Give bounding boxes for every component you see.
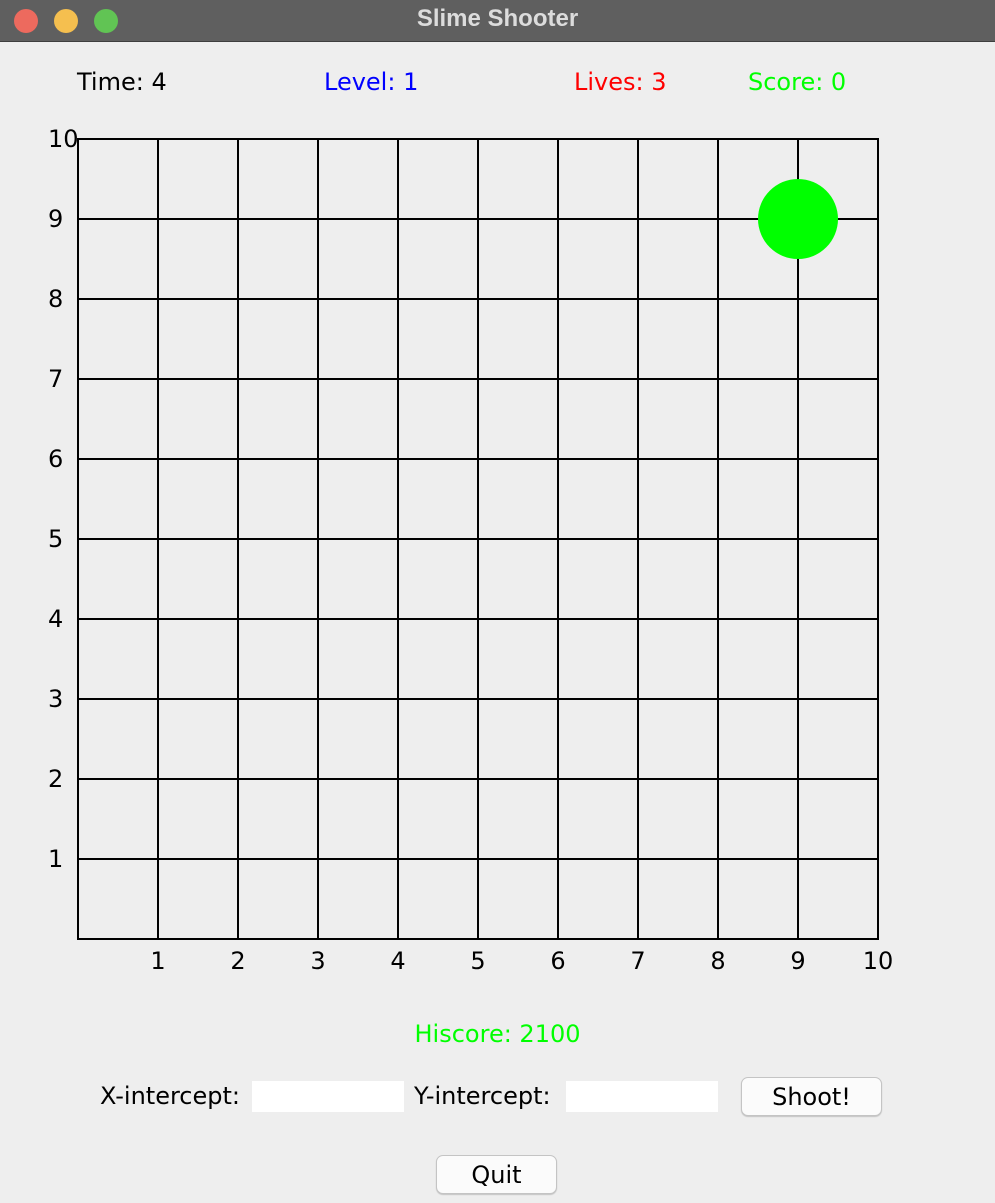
game-board[interactable]: 1 2 3 4 5 6 7 8 9 10 1 2 3 4 5 6 7 8 9 10 [0, 0, 995, 1000]
close-window-button[interactable] [14, 9, 38, 33]
lives-display: Lives: 3 [574, 68, 667, 96]
y-tick-label: 1 [48, 845, 63, 873]
x-tick-label: 7 [630, 947, 645, 975]
x-tick-label: 4 [390, 947, 405, 975]
y-tick-label: 2 [48, 765, 63, 793]
x-tick-label: 5 [470, 947, 485, 975]
zoom-window-button[interactable] [94, 9, 118, 33]
window-title: Slime Shooter [416, 5, 579, 32]
y-tick-label: 7 [48, 365, 63, 393]
x-tick-label: 1 [150, 947, 165, 975]
y-tick-label: 4 [48, 605, 63, 633]
y-intercept-label: Y-intercept: [414, 1082, 551, 1110]
x-intercept-label: X-intercept: [100, 1082, 240, 1110]
x-tick-label: 3 [310, 947, 325, 975]
hiscore-display: Hiscore: 2100 [414, 1020, 581, 1048]
y-tick-label: 9 [48, 205, 63, 233]
minimize-window-button[interactable] [54, 9, 78, 33]
board-border [77, 138, 879, 940]
level-display: Level: 1 [324, 68, 419, 96]
x-tick-label: 6 [550, 947, 565, 975]
time-display: Time: 4 [77, 68, 167, 96]
y-tick-label: 3 [48, 685, 63, 713]
x-intercept-input[interactable] [252, 1081, 404, 1112]
title-bar: Slime Shooter [0, 0, 995, 42]
y-intercept-input[interactable] [566, 1081, 718, 1112]
y-tick-label: 6 [48, 445, 63, 473]
y-tick-label: 5 [48, 525, 63, 553]
y-tick-label: 8 [48, 285, 63, 313]
y-tick-label: 10 [48, 125, 79, 153]
slime-target [758, 179, 838, 259]
x-tick-label: 2 [230, 947, 245, 975]
x-tick-label: 10 [863, 947, 894, 975]
score-display: Score: 0 [748, 68, 847, 96]
quit-button[interactable]: Quit [436, 1155, 557, 1194]
x-tick-label: 8 [710, 947, 725, 975]
x-tick-label: 9 [790, 947, 805, 975]
shoot-button[interactable]: Shoot! [741, 1077, 882, 1116]
